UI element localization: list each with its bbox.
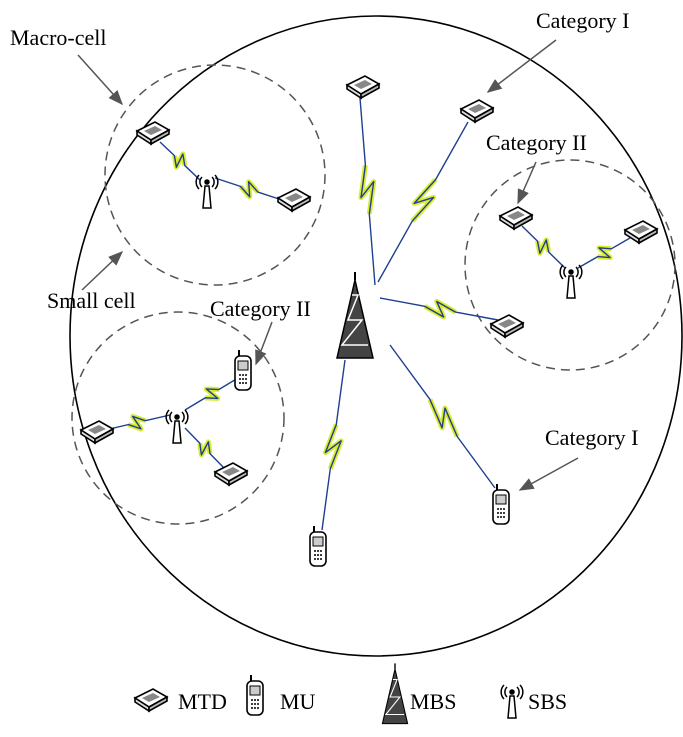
- annotation: Category I: [545, 425, 638, 450]
- wireless-link: [104, 414, 171, 431]
- arrow: [518, 457, 579, 491]
- legend-label: MU: [280, 689, 316, 714]
- annotation: Category II: [210, 296, 311, 321]
- wireless-link: [377, 121, 469, 283]
- arrow: [81, 250, 124, 291]
- wireless-link: [359, 97, 376, 286]
- annotation: Small cell: [47, 288, 136, 313]
- wireless-link: [389, 344, 496, 489]
- wireless-link: [184, 377, 239, 411]
- legend-label: SBS: [528, 689, 567, 714]
- arrow: [255, 321, 273, 366]
- legend: MTD MU MBS SBS: [134, 662, 567, 725]
- annotation: Category I: [536, 8, 629, 33]
- macro-cell-boundary: [69, 15, 683, 657]
- wireless-link: [577, 237, 631, 269]
- arrow: [517, 161, 537, 205]
- wireless-link: [184, 427, 225, 469]
- arrow: [486, 39, 557, 93]
- annotation: Macro-cell: [10, 25, 107, 50]
- arrow: [77, 54, 124, 106]
- small-cell-boundary: [71, 311, 285, 525]
- small-cell-boundary: [104, 64, 326, 286]
- legend-label: MBS: [410, 689, 456, 714]
- wireless-link: [379, 297, 499, 321]
- wireless-link: [214, 177, 283, 201]
- wireless-link: [521, 225, 566, 269]
- wireless-link: [159, 141, 201, 181]
- small-cell-boundary: [464, 159, 676, 371]
- wireless-link: [321, 359, 346, 531]
- annotation: Category II: [486, 130, 587, 155]
- legend-label: MTD: [178, 689, 227, 714]
